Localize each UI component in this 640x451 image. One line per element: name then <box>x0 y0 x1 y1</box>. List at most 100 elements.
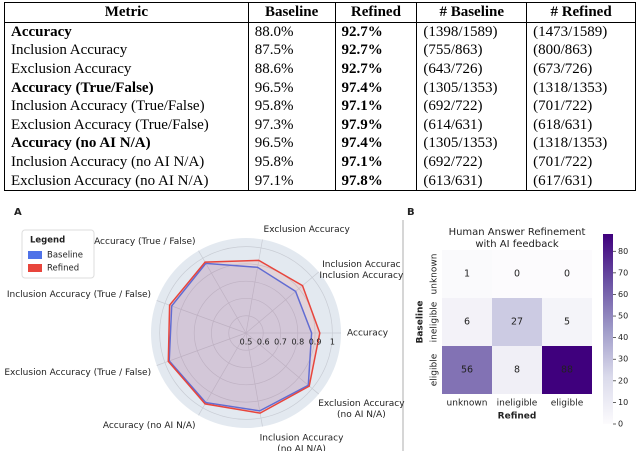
header-cell: # Refined <box>526 2 636 23</box>
table-row: Inclusion Accuracy (True/False) 95.8% 97.1… <box>4 96 636 116</box>
colorbar <box>603 234 613 424</box>
legend-swatch <box>28 264 42 272</box>
radial-tick-label: 0.5 <box>240 338 253 347</box>
table-cell: Inclusion Accuracy (no AI N/A) <box>4 152 249 172</box>
x-axis-label: Refined <box>498 412 537 422</box>
heatmap-cell <box>542 298 592 346</box>
heatmap-cell <box>492 250 542 298</box>
x-tick-label: unknown <box>447 399 488 409</box>
spoke <box>245 239 263 334</box>
radar-polygon <box>167 259 321 414</box>
axis-label: Exclusion Accuracy (True / False) <box>4 368 151 378</box>
axis-label: Accuracy <box>347 329 389 339</box>
table-cell: (614/631) <box>416 115 528 135</box>
heatmap-cell <box>542 250 592 298</box>
table-row: Accuracy (True/False) 96.5% 97.4% (1305/135… <box>4 78 636 97</box>
table-cell: (692/722) <box>416 96 528 116</box>
results-table: Metric Baseline Refined # Baseline # Refined… <box>4 2 636 191</box>
y-axis-label: Baseline <box>416 300 426 343</box>
table-cell: (800/863) <box>526 41 636 60</box>
spoke <box>198 332 247 416</box>
table-cell: 88.6% <box>247 59 336 79</box>
header-cell: Refined <box>334 2 418 23</box>
legend-title: Legend <box>30 236 65 246</box>
heatmap-cell <box>492 298 542 346</box>
heatmap-cell <box>442 298 492 346</box>
table-cell: 97.1% <box>334 152 418 172</box>
table-cell: Inclusion Accuracy (True/False) <box>4 96 249 116</box>
y-tick-label: eligible <box>430 353 440 386</box>
table-cell: 95.8% <box>247 96 336 116</box>
panel-label: A <box>14 207 22 218</box>
colorbar-tick-label: 30 <box>618 355 628 364</box>
colorbar-tick-label: 20 <box>618 376 628 385</box>
table-cell: 92.7% <box>334 22 418 42</box>
table-cell: Accuracy <box>4 22 249 42</box>
axis-label: Exclusion Accuracy <box>264 225 351 235</box>
axis-label: Accuracy (True / False) <box>94 237 195 247</box>
table-cell: 97.3% <box>247 115 336 135</box>
cell-label: 0 <box>514 269 520 280</box>
table-row: Exclusion Accuracy (no AI N/A) 97.1% 97.8%… <box>4 171 636 191</box>
spoke <box>156 332 247 366</box>
table-row: Accuracy (no AI N/A) 96.5% 97.4% (1305/1353… <box>4 134 636 153</box>
table-cell: 97.1% <box>334 96 418 116</box>
table-row: Accuracy 88.0% 92.7% (1398/1589) (1473/1589) <box>4 22 636 42</box>
spoke <box>245 271 319 334</box>
x-tick-label: eligible <box>551 399 584 409</box>
axis-label: Inclusion Accurac Inclusion Accuracy <box>319 260 404 281</box>
chart-title: Human Answer Refinement <box>449 227 586 238</box>
axis-label: Inclusion Accuracy (no AI N/A) <box>260 433 345 451</box>
table-cell: (673/726) <box>526 59 636 79</box>
y-tick-label: unknown <box>430 254 440 295</box>
table-cell: 96.5% <box>247 134 336 153</box>
colorbar-tick-label: 40 <box>618 333 628 342</box>
table-cell: (1305/1353) <box>416 78 528 97</box>
header-cell: # Baseline <box>416 2 528 23</box>
radial-tick-label: 0.6 <box>257 338 270 347</box>
x-tick-label: ineligible <box>497 399 538 409</box>
table-body: Accuracy 88.0% 92.7% (1398/1589) (1473/1589)… <box>4 22 636 191</box>
table-row: Inclusion Accuracy (no AI N/A) 95.8% 97.1%… <box>4 152 636 172</box>
table-cell: Accuracy (no AI N/A) <box>4 134 249 153</box>
radial-tick-label: 0.8 <box>291 338 304 347</box>
heatmap-cell <box>442 346 492 394</box>
cell-label: 27 <box>511 317 523 328</box>
y-tick-label: ineligible <box>430 301 440 342</box>
cell-label: 1 <box>464 269 470 280</box>
table-cell: (617/631) <box>526 171 636 191</box>
panel-label: B <box>407 207 415 218</box>
table-cell: (1398/1589) <box>416 22 528 42</box>
heatmap-cell <box>442 250 492 298</box>
header-row: Metric Baseline Refined # Baseline # Refined <box>4 2 636 23</box>
table-cell: Exclusion Accuracy (True/False) <box>4 115 249 135</box>
spoke <box>198 250 247 334</box>
colorbar-tick-label: 60 <box>618 290 628 299</box>
cell-label: 88 <box>561 365 573 376</box>
legend-swatch <box>28 251 42 259</box>
table-row: Exclusion Accuracy 88.6% 92.7% (643/726) (67… <box>4 59 636 79</box>
table-cell: (643/726) <box>416 59 528 79</box>
table-cell: 97.1% <box>247 171 336 191</box>
table-row: Inclusion Accuracy 87.5% 92.7% (755/863) (80… <box>4 41 636 60</box>
cell-label: 0 <box>564 269 570 280</box>
table-cell: (1318/1353) <box>526 134 636 153</box>
header-cell: Metric <box>4 2 249 23</box>
radial-tick-label: 0.7 <box>274 338 287 347</box>
heatmap-cell <box>492 346 542 394</box>
table-cell: 92.7% <box>334 41 418 60</box>
colorbar-tick-label: 70 <box>618 268 628 277</box>
radar-polygon <box>168 262 313 412</box>
table-cell: (701/722) <box>526 96 636 116</box>
table-cell: 97.8% <box>334 171 418 191</box>
axis-label: Exclusion Accuracy (no AI N/A) <box>318 398 405 419</box>
table-cell: (613/631) <box>416 171 528 191</box>
table-cell: (755/863) <box>416 41 528 60</box>
table-cell: (1318/1353) <box>526 78 636 97</box>
colorbar-tick-label: 0 <box>618 420 623 429</box>
cell-label: 6 <box>464 317 470 328</box>
radial-tick-label: 0.9 <box>309 338 322 347</box>
table-cell: Exclusion Accuracy <box>4 59 249 79</box>
table-cell: Accuracy (True/False) <box>4 78 249 97</box>
